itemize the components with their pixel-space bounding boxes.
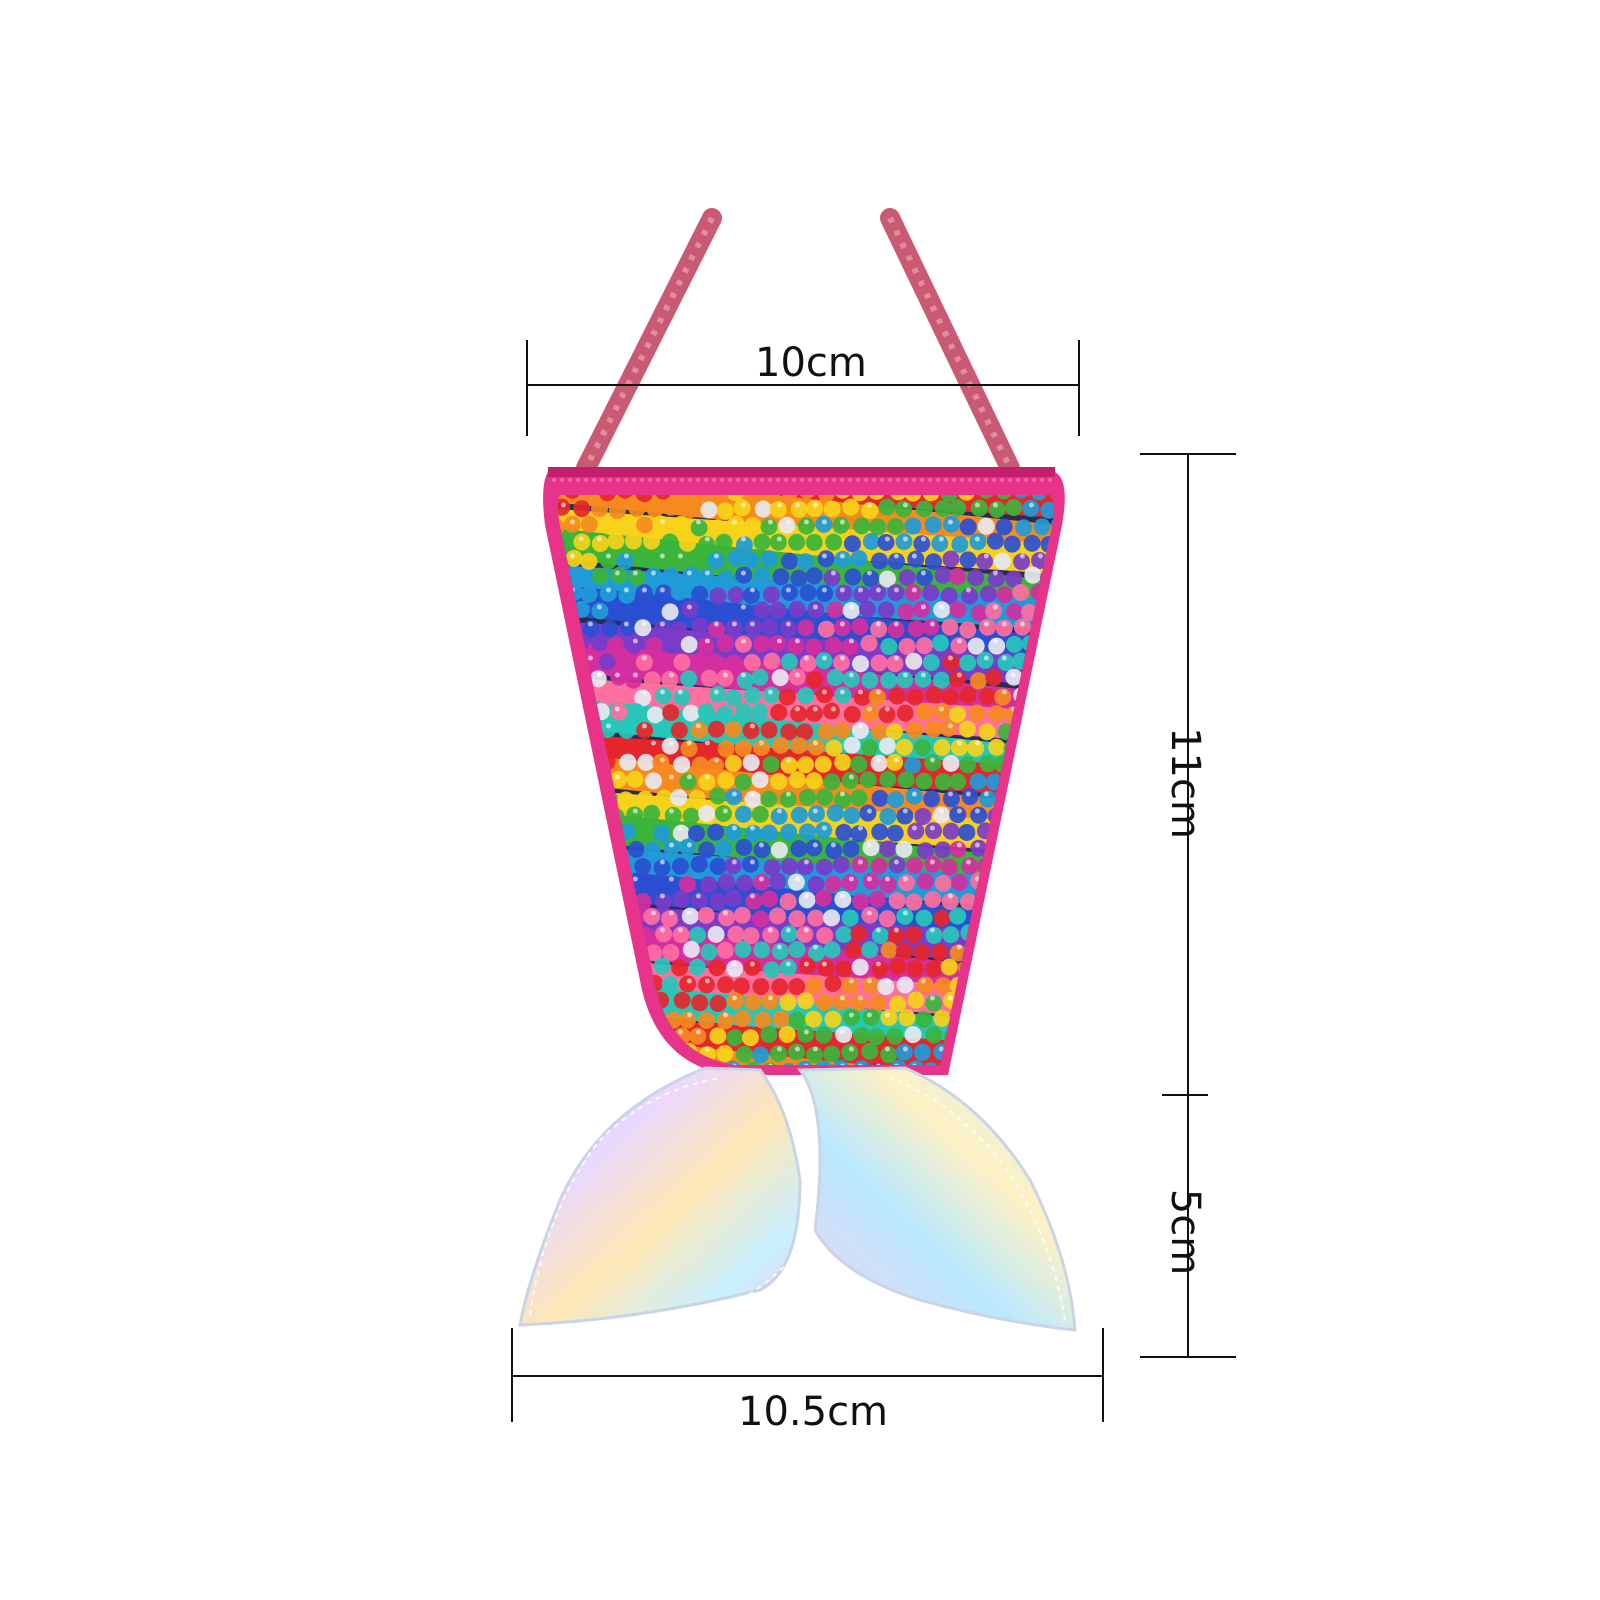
sequin-panel [557,495,1054,1065]
body-height-label: 11cm [1162,727,1208,839]
top-width-label: 10cm [755,340,867,386]
mermaid-tail [518,1066,1077,1332]
tail-height-label: 5cm [1162,1188,1208,1276]
bottom-width-label: 10.5cm [738,1389,889,1435]
dimension-lines [511,340,1236,1422]
strap [576,208,1020,478]
